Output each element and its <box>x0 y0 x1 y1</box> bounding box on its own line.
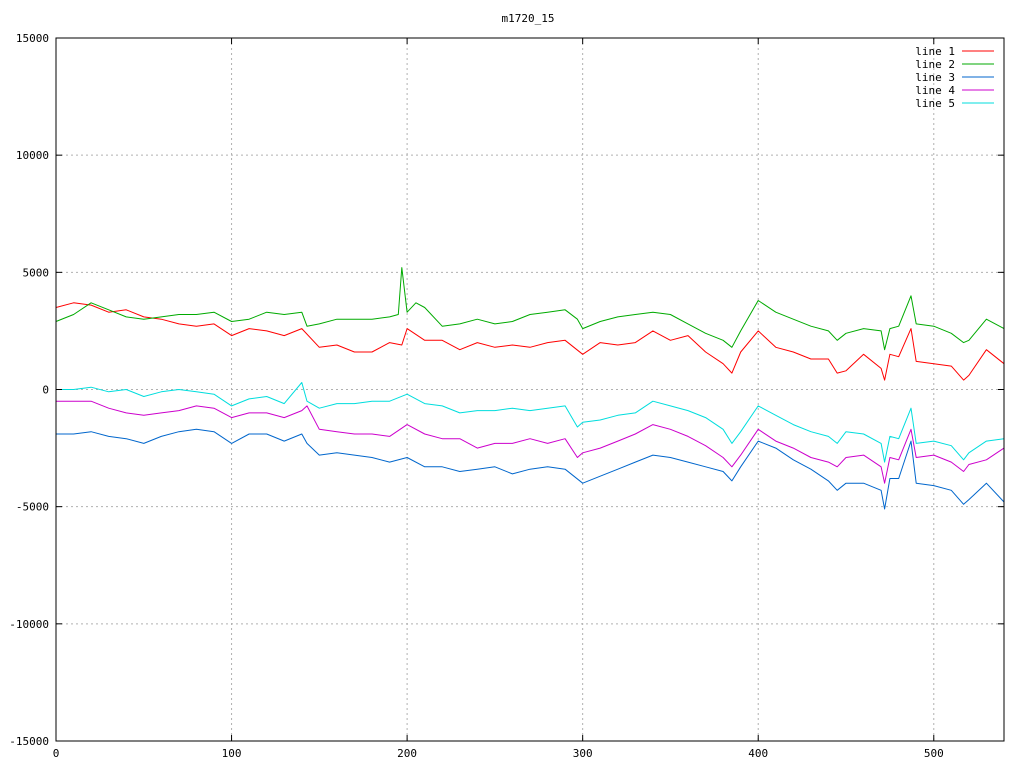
chart-title: m1720_15 <box>502 12 555 25</box>
x-tick-label: 100 <box>222 747 242 760</box>
legend-label: line 2 <box>915 58 955 71</box>
series-line-2 <box>55 267 1005 351</box>
x-tick-label: 0 <box>53 747 60 760</box>
x-tick-label: 400 <box>748 747 768 760</box>
y-tick-label: -15000 <box>9 735 49 748</box>
x-tick-label: 500 <box>924 747 944 760</box>
y-tick-label: 10000 <box>16 149 49 162</box>
series-line-4 <box>56 400 1005 484</box>
series-line-1 <box>55 302 1005 381</box>
legend-label: line 3 <box>915 71 955 84</box>
y-tick-label: 5000 <box>23 266 50 279</box>
legend-label: line 1 <box>915 45 955 58</box>
x-tick-label: 300 <box>573 747 593 760</box>
y-tick-label: -10000 <box>9 618 49 631</box>
y-tick-label: 15000 <box>16 32 49 45</box>
series-group <box>55 267 1005 510</box>
legend-label: line 4 <box>915 84 955 97</box>
y-tick-label: -5000 <box>16 501 49 514</box>
series-line-5 <box>56 382 1005 463</box>
y-tick-label: 0 <box>42 384 49 397</box>
series-line-3 <box>56 428 1005 510</box>
axis-ticks: -15000 -10000 -5000 0 5000 10000 15000 0 100 200 3… <box>9 32 1004 760</box>
legend-label: line 5 <box>915 97 955 110</box>
x-tick-label: 200 <box>397 747 417 760</box>
